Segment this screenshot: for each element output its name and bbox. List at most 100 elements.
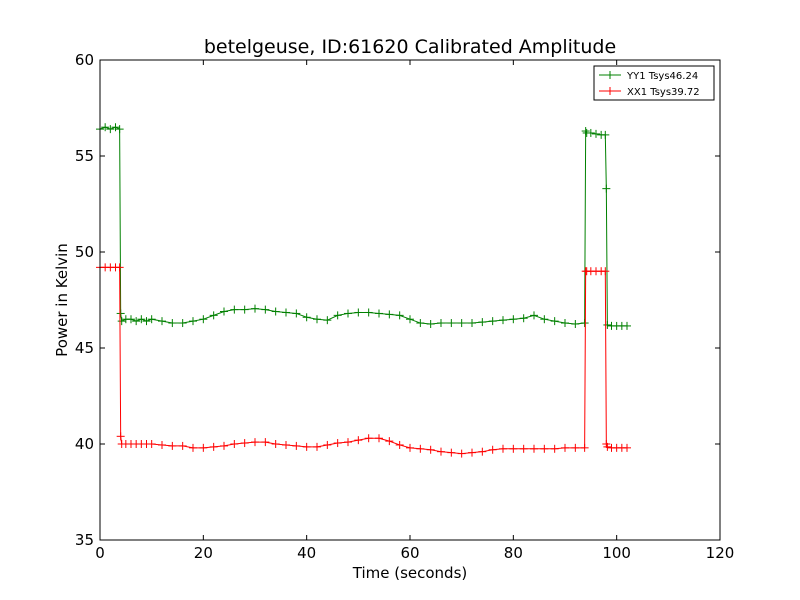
data-point (199, 443, 208, 452)
legend-label: YY1 Tsys46.24 (626, 71, 698, 82)
data-point (457, 449, 466, 458)
data-point (603, 320, 612, 329)
data-point (364, 434, 373, 443)
x-tick-label: 100 (602, 544, 631, 562)
data-point (623, 443, 631, 452)
data-point (127, 315, 135, 324)
plot-frame (99, 59, 721, 541)
legend-box (593, 65, 715, 101)
series-1 (96, 263, 631, 458)
data-point (519, 314, 528, 323)
series-0 (96, 123, 631, 330)
data-point (499, 316, 507, 325)
data-point (111, 123, 120, 132)
data-point (199, 315, 208, 324)
data-point (550, 444, 559, 453)
data-point (354, 436, 363, 445)
data-point (230, 440, 239, 448)
data-point (323, 440, 332, 449)
data-point (478, 447, 487, 456)
data-point (344, 438, 352, 447)
data-point (601, 130, 610, 139)
data-point (468, 319, 476, 328)
data-point (116, 432, 125, 441)
data-point (251, 304, 259, 313)
data-point (178, 441, 187, 450)
data-point (189, 317, 197, 326)
data-point (406, 315, 414, 324)
data-point (447, 319, 456, 328)
data-point (323, 316, 332, 325)
data-point (395, 440, 404, 449)
data-point (437, 319, 445, 328)
chart-title: betelgeuse, ID:61620 Calibrated Amplitud… (204, 36, 616, 58)
data-point (261, 438, 270, 447)
data-point (375, 309, 383, 318)
data-point (115, 263, 124, 272)
data-point (550, 317, 559, 326)
data-point (147, 440, 156, 448)
y-tick-label: 55 (75, 147, 94, 165)
data-point (302, 313, 311, 322)
data-point (117, 317, 126, 326)
data-point (416, 444, 425, 453)
data-point (282, 308, 290, 317)
data-point (132, 317, 141, 326)
data-point (375, 434, 383, 443)
data-point (209, 442, 218, 451)
data-point (416, 319, 425, 328)
data-point (561, 443, 569, 452)
data-point (251, 438, 259, 447)
data-point (230, 305, 239, 314)
data-point (437, 447, 445, 456)
legend-label: XX1 Tsys39.72 (627, 87, 700, 98)
data-point (602, 184, 611, 193)
data-point (478, 318, 487, 327)
x-tick-label: 20 (194, 544, 213, 562)
data-point (468, 448, 476, 457)
data-point (581, 127, 590, 136)
data-point (385, 310, 394, 319)
legend: YY1 Tsys46.24 XX1 Tsys39.72 (593, 65, 715, 101)
data-point (580, 443, 589, 452)
data-point (592, 129, 600, 138)
data-point (158, 317, 166, 326)
data-point (509, 444, 518, 453)
data-point (106, 125, 115, 134)
data-point (530, 444, 538, 453)
data-point (313, 315, 321, 324)
axis-ticks: 0 20 40 60 80 100 120 35 40 45 50 55 60 (75, 51, 734, 562)
data-point (603, 442, 612, 451)
data-point (364, 308, 373, 317)
plot-area (96, 123, 631, 458)
x-tick-label: 40 (297, 544, 316, 562)
data-point (137, 315, 146, 324)
data-point (292, 441, 301, 450)
data-point (142, 317, 151, 326)
data-point (220, 441, 228, 450)
data-point (313, 442, 321, 451)
legend-item: XX1 Tsys39.72 (599, 87, 700, 98)
data-point (530, 311, 538, 320)
data-point (561, 319, 569, 328)
data-point (158, 440, 166, 449)
data-point (147, 315, 156, 324)
data-point (385, 437, 394, 446)
data-point (406, 443, 414, 452)
data-point (271, 307, 280, 316)
x-tick-label: 0 (95, 544, 105, 562)
data-point (354, 308, 363, 317)
data-point (447, 448, 456, 457)
data-point (540, 315, 549, 324)
data-point (115, 125, 124, 134)
data-point (586, 128, 595, 137)
data-point (426, 445, 435, 454)
y-tick-label: 60 (75, 51, 94, 69)
data-point (282, 440, 290, 449)
data-point (261, 305, 270, 314)
data-point (540, 444, 549, 453)
data-point (168, 441, 177, 450)
data-point (601, 267, 610, 276)
data-point (571, 320, 580, 328)
